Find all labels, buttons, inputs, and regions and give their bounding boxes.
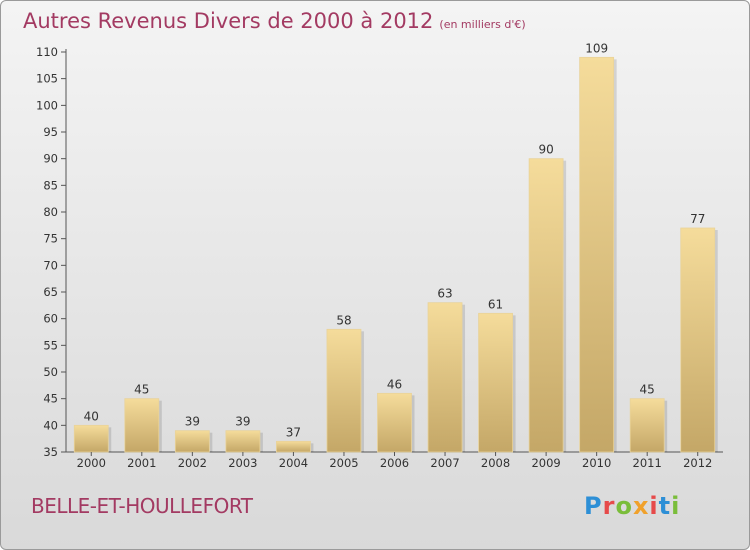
bar [276, 440, 311, 453]
bar [680, 227, 716, 453]
bar-value-label: 63 [437, 287, 452, 301]
bar [73, 424, 109, 453]
x-tick-label: 2010 [582, 456, 611, 470]
x-tick-label: 2011 [633, 456, 662, 470]
bar-value-label: 61 [488, 297, 503, 311]
logo-letter: o [615, 492, 633, 520]
x-tick-label: 2009 [531, 456, 560, 470]
x-tick-label: 2005 [329, 456, 358, 470]
chart-title-block: Autres Revenus Divers de 2000 à 2012 (en … [23, 9, 526, 33]
bar [629, 398, 665, 453]
y-tick-label: 60 [43, 312, 58, 326]
x-tick-label: 2004 [279, 456, 308, 470]
x-tick-label: 2008 [481, 456, 510, 470]
y-tick-label: 80 [43, 205, 58, 219]
logo-letter: r [602, 492, 616, 520]
bar [225, 430, 261, 453]
y-tick-label: 45 [43, 392, 58, 406]
y-tick-label: 50 [43, 365, 58, 379]
bar-value-label: 39 [235, 415, 250, 429]
logo-letter: i [671, 492, 681, 520]
bar [377, 392, 412, 453]
bar-value-label: 90 [538, 143, 553, 157]
x-tick-label: 2000 [77, 456, 106, 470]
logo-letter: t [658, 492, 672, 520]
y-tick-label: 90 [43, 152, 58, 166]
bar [579, 56, 615, 453]
bar-value-label: 45 [640, 383, 655, 397]
logo-letter: i [649, 492, 659, 520]
logo-letter: x [632, 492, 650, 520]
x-tick-label: 2002 [178, 456, 207, 470]
y-tick-label: 85 [43, 178, 58, 192]
bar [124, 398, 160, 453]
bar-value-label: 40 [84, 409, 99, 423]
bar-value-label: 37 [286, 425, 301, 439]
chart-title: Autres Revenus Divers de 2000 à 2012 [23, 9, 434, 33]
x-tick-label: 2012 [683, 456, 712, 470]
bar-value-label: 46 [387, 377, 402, 391]
bar-value-label: 109 [585, 41, 608, 55]
commune-name: BELLE-ET-HOULLEFORT [31, 494, 253, 518]
y-tick-label: 105 [36, 72, 58, 86]
bar [528, 158, 564, 453]
bar [174, 430, 210, 453]
bar [427, 302, 463, 453]
x-tick-label: 2001 [127, 456, 156, 470]
bar [478, 312, 513, 453]
y-tick-label: 70 [43, 258, 58, 272]
logo-letter: P [584, 492, 603, 520]
y-tick-label: 110 [36, 45, 58, 59]
x-tick-label: 2003 [228, 456, 257, 470]
y-tick-label: 75 [43, 232, 58, 246]
y-tick-label: 35 [43, 445, 58, 459]
y-tick-label: 95 [43, 125, 58, 139]
y-tick-label: 40 [43, 418, 58, 432]
x-tick-label: 2006 [380, 456, 409, 470]
bar-value-label: 45 [134, 383, 149, 397]
x-tick-label: 2007 [430, 456, 459, 470]
chart-unit: (en milliers d'€) [439, 18, 526, 31]
bar-value-label: 58 [336, 313, 351, 327]
proxiti-logo: Proxiti [584, 492, 680, 520]
bar-value-label: 77 [690, 212, 705, 226]
bar-value-label: 39 [185, 415, 200, 429]
bar [326, 328, 362, 453]
y-tick-label: 55 [43, 338, 58, 352]
y-tick-label: 100 [36, 98, 58, 112]
y-tick-label: 65 [43, 285, 58, 299]
